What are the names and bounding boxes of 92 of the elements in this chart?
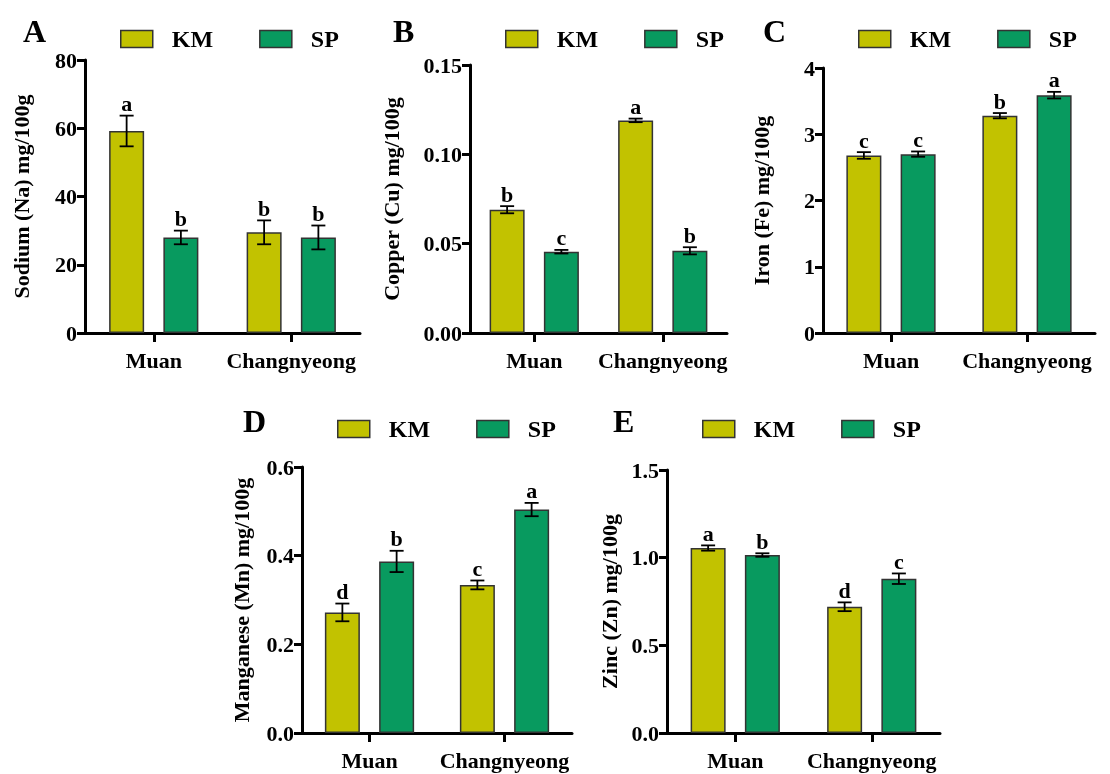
legend-label: KM xyxy=(909,26,952,52)
annotation: b xyxy=(390,526,403,552)
x-tick-label: Changnyeong xyxy=(962,347,1092,373)
legend-label: KM xyxy=(556,26,599,52)
x-tick-label: Changnyeong xyxy=(597,347,728,373)
y-tick-label: 20 xyxy=(55,252,77,278)
annotation: b xyxy=(756,528,769,554)
x-tick-label: Changnyeong xyxy=(439,747,570,773)
y-tick-label: 0.0 xyxy=(631,720,659,746)
annotation: a xyxy=(630,94,642,120)
y-tick-label: 4 xyxy=(804,55,815,81)
bar xyxy=(459,584,495,733)
bar xyxy=(672,250,708,333)
y-tick-label: 0.15 xyxy=(423,52,462,78)
legend-label: SP xyxy=(527,416,556,442)
y-axis-title: Copper (Cu) mg/100g xyxy=(378,97,404,301)
annotation: c xyxy=(472,555,483,581)
legend-label: KM xyxy=(753,416,796,442)
bar xyxy=(489,209,525,333)
x-tick-label: Muan xyxy=(506,347,563,373)
y-tick-label: 0 xyxy=(804,320,815,346)
bar xyxy=(744,555,780,733)
bar xyxy=(846,155,882,333)
legend-label: SP xyxy=(1048,26,1077,52)
annotation: b xyxy=(683,222,696,248)
x-tick-label: Muan xyxy=(707,747,764,773)
bar xyxy=(982,115,1018,333)
annotation: b xyxy=(993,88,1006,114)
legend-label: KM xyxy=(388,416,431,442)
y-tick-label: 1.0 xyxy=(631,545,659,571)
chart-title: E xyxy=(613,403,635,439)
y-tick-label: 0.2 xyxy=(266,631,294,657)
y-tick-label: 0.4 xyxy=(266,543,294,569)
chart-title: B xyxy=(393,13,415,49)
annotation: c xyxy=(893,548,904,574)
chart-title: A xyxy=(23,13,47,49)
legend-label: SP xyxy=(310,26,339,52)
legend-label: KM xyxy=(171,26,214,52)
bar xyxy=(690,548,726,733)
annotation: a xyxy=(526,478,538,504)
y-axis-title: Zinc (Zn) mg/100g xyxy=(597,514,623,689)
y-tick-label: 0.10 xyxy=(423,141,462,167)
annotation: b xyxy=(312,201,325,227)
y-axis-title: Sodium (Na) mg/100g xyxy=(8,94,34,299)
y-tick-label: 0.05 xyxy=(423,231,462,257)
bar xyxy=(900,154,936,333)
bar xyxy=(1036,95,1072,333)
y-tick-label: 1.5 xyxy=(631,457,659,483)
x-tick-label: Muan xyxy=(862,347,920,373)
y-tick-label: 40 xyxy=(55,184,77,209)
y-axis-title: Manganese (Mn) mg/100g xyxy=(228,477,254,723)
y-tick-label: 1 xyxy=(804,254,815,280)
chart-title: C xyxy=(763,13,787,49)
bar xyxy=(543,251,579,333)
legend-label: SP xyxy=(892,416,921,442)
annotation: d xyxy=(838,577,851,603)
y-tick-label: 0.00 xyxy=(423,320,462,346)
annotation: c xyxy=(556,225,567,251)
annotation: b xyxy=(174,206,187,232)
chart-title: D xyxy=(243,403,267,439)
bar xyxy=(881,578,917,733)
annotation: a xyxy=(1048,67,1060,93)
y-tick-label: 80 xyxy=(55,47,77,73)
bar xyxy=(379,561,415,733)
bar xyxy=(618,120,654,333)
x-tick-label: Changnyeong xyxy=(226,347,357,373)
bar xyxy=(163,237,199,333)
bar xyxy=(109,130,145,333)
x-tick-label: Changnyeong xyxy=(806,747,937,773)
annotation: d xyxy=(336,579,349,605)
x-tick-label: Muan xyxy=(125,347,182,373)
y-tick-label: 0.0 xyxy=(266,720,294,746)
annotation: a xyxy=(702,520,714,546)
y-tick-label: 60 xyxy=(55,115,77,141)
annotation: a xyxy=(121,91,133,117)
x-tick-label: Muan xyxy=(341,747,398,773)
y-tick-label: 0 xyxy=(66,320,77,346)
y-tick-label: 3 xyxy=(804,121,815,147)
annotation: c xyxy=(913,126,924,152)
annotation: b xyxy=(258,195,271,221)
bar xyxy=(514,509,550,733)
annotation: c xyxy=(858,127,869,153)
bar xyxy=(300,237,336,333)
bar xyxy=(324,612,360,733)
annotation: b xyxy=(501,181,514,207)
legend-label: SP xyxy=(695,26,724,52)
y-axis-title: Iron (Fe) mg/100g xyxy=(748,115,774,286)
bar xyxy=(246,232,282,333)
bar xyxy=(827,606,863,733)
y-tick-label: 0.6 xyxy=(266,454,294,480)
y-tick-label: 0.5 xyxy=(631,632,659,658)
y-tick-label: 2 xyxy=(804,188,815,213)
